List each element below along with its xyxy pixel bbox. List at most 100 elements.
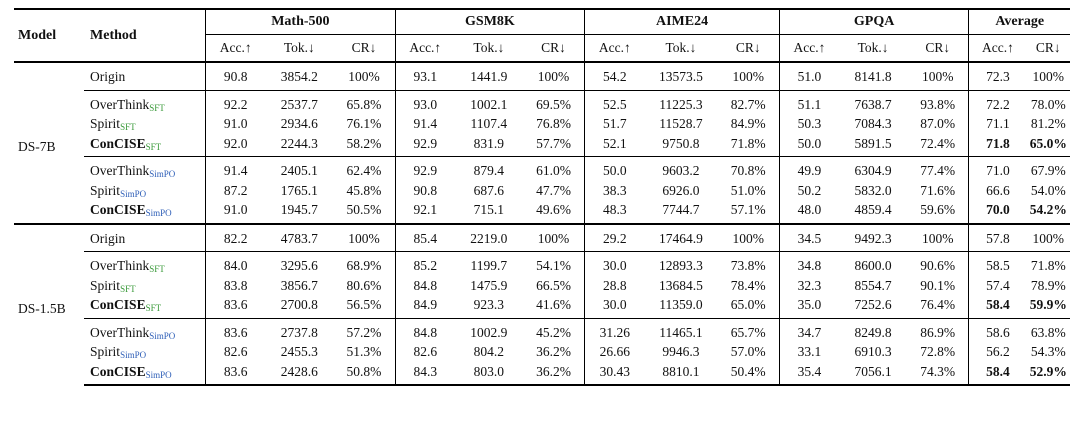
method-name: Spirit: [90, 344, 121, 359]
method-suffix: SimPO: [149, 169, 176, 179]
table-cell: 50.5%: [333, 200, 396, 225]
table-cell: 4859.4: [839, 200, 908, 225]
table-cell: 100%: [717, 222, 780, 252]
table-cell: 81.2%: [1030, 116, 1066, 131]
table-cell: 2244.3: [280, 135, 318, 151]
table-cell: 77.4%: [907, 156, 969, 181]
table-cell: 100%: [1032, 69, 1065, 84]
method-name: OverThink: [90, 163, 150, 178]
table-cell: 59.9%: [1029, 297, 1067, 312]
table-cell: 84.9%: [730, 116, 766, 131]
header-metric-cr: CR↓: [333, 34, 396, 63]
table-cell: 58.5: [968, 251, 1027, 276]
method-name: Spirit: [90, 182, 121, 198]
method-cell: ConCISESFT: [84, 295, 206, 318]
table-cell: 804.2: [473, 344, 505, 359]
header-metric-acc: Acc.↑: [584, 34, 645, 63]
method-cell: SpiritSFT: [84, 114, 206, 134]
table-cell: 5891.5: [854, 135, 892, 151]
table-cell: 100%: [907, 222, 969, 252]
table-cell: 63.8%: [1026, 317, 1070, 342]
table-cell: 48.3: [584, 200, 645, 225]
table-cell: 13573.5: [659, 69, 703, 84]
table-cell: 803.0: [454, 361, 523, 386]
header-method: Method: [84, 9, 206, 63]
table-cell: 2405.1: [265, 156, 334, 181]
table-cell: 41.6%: [536, 297, 571, 312]
table-cell: 74.3%: [907, 361, 969, 386]
table-cell: 100%: [537, 69, 570, 84]
method-cell: Origin: [84, 62, 206, 90]
table-cell: 2537.7: [265, 89, 334, 114]
header-dataset-average: Average: [968, 9, 1070, 35]
header-metric-acc: Acc.↑: [968, 34, 1027, 63]
table-cell: 83.6: [205, 361, 266, 386]
table-cell: 3854.2: [280, 69, 318, 84]
table-cell: 92.9: [394, 133, 455, 157]
table-cell: 6910.3: [854, 344, 892, 359]
table-cell: 91.0: [205, 114, 266, 134]
header-metric-cr: CR↓: [907, 34, 969, 63]
table-row: SpiritSimPO 87.2 1765.1 45.8% 90.8 687.6 47.7%…: [14, 180, 1070, 200]
table-cell: 58.4: [968, 361, 1027, 386]
header-dataset-math500: Math-500: [205, 9, 396, 35]
table-cell: 5832.0: [854, 182, 892, 198]
table-cell: 52.5: [584, 89, 645, 114]
table-cell: 31.26: [584, 317, 645, 342]
table-cell: 90.8: [205, 62, 266, 90]
table-cell: 61.0%: [522, 156, 585, 181]
table-cell: 1002.1: [454, 89, 523, 114]
table-cell: 78.9%: [1030, 277, 1066, 293]
table-cell: 8600.0: [839, 251, 908, 276]
table-cell: 34.7: [778, 317, 840, 342]
results-table-container: Model Method Math-500 GSM8K AIME24 GPQA …: [14, 8, 1070, 386]
results-table: Model Method Math-500 GSM8K AIME24 GPQA …: [14, 8, 1070, 386]
table-cell: 51.1: [778, 89, 840, 114]
table-cell: 52.9%: [1026, 361, 1070, 386]
table-cell: 58.4: [968, 295, 1027, 318]
table-cell: 71.1: [968, 114, 1027, 134]
method-name: Origin: [90, 69, 126, 84]
method-name: Spirit: [90, 277, 121, 293]
table-cell: 72.3: [968, 62, 1027, 90]
table-cell: 91.0: [205, 200, 266, 225]
table-cell: 12893.3: [644, 251, 718, 276]
model-label: DS-7B: [18, 138, 56, 154]
table-row: SpiritSimPO 82.6 2455.3 51.3% 82.6 804.2 36.2%…: [14, 342, 1070, 362]
table-cell: 92.2: [205, 89, 266, 114]
results-body: DS-7B Origin 90.8 3854.2 100% 93.1 1441.9 100% 5…: [14, 62, 1070, 386]
table-row: SpiritSFT 91.0 2934.6 76.1% 91.4 1107.4 76.8% 5…: [14, 114, 1070, 134]
table-cell: 50.2: [778, 180, 840, 200]
table-cell: 50.0: [778, 133, 840, 157]
table-cell: 76.8%: [536, 116, 571, 131]
table-cell: 57.2%: [333, 317, 396, 342]
method-cell: SpiritSimPO: [84, 342, 206, 362]
method-suffix: SFT: [149, 264, 165, 274]
table-cell: 29.2: [584, 222, 645, 252]
table-cell: 51.0%: [730, 182, 766, 198]
table-cell: 11528.7: [659, 116, 703, 131]
table-cell: 11225.3: [644, 89, 718, 114]
table-cell: 90.8: [394, 180, 455, 200]
table-cell: 8554.7: [854, 277, 892, 293]
table-cell: 48.0: [778, 200, 840, 225]
method-name: Spirit: [90, 116, 121, 131]
table-cell: 35.0: [778, 295, 840, 318]
table-cell: 2428.6: [265, 361, 334, 386]
method-name: Origin: [90, 230, 126, 246]
table-cell: 68.9%: [333, 251, 396, 276]
table-cell: 87.2: [205, 180, 266, 200]
table-cell: 78.4%: [730, 277, 766, 293]
table-cell: 7252.6: [854, 297, 892, 312]
table-row-origin: DS-7B Origin 90.8 3854.2 100% 93.1 1441.9 100% 5…: [14, 62, 1070, 154]
method-cell: ConCISESFT: [84, 134, 206, 157]
table-cell: 3295.6: [265, 251, 334, 276]
table-cell: 72.8%: [920, 344, 956, 359]
method-suffix: SimPO: [149, 330, 176, 341]
table-cell: 1441.9: [470, 69, 508, 84]
table-cell: 9603.2: [644, 156, 718, 181]
header-metric-tok: Tok.↓: [454, 34, 523, 63]
table-cell: 28.8: [584, 275, 645, 295]
table-row: OverThinkSFT 92.2 2537.7 65.8% 93.0 1002.1 69.…: [14, 89, 1070, 114]
table-cell: 26.66: [584, 342, 645, 362]
